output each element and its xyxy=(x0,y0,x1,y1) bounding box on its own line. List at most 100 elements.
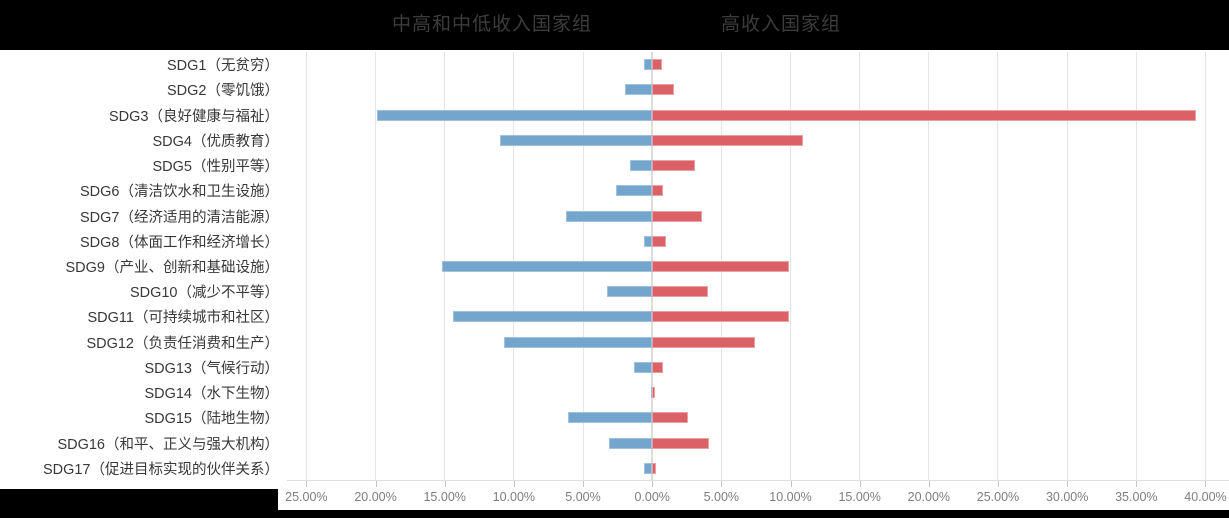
x-tick-label: 0.00% xyxy=(634,490,670,504)
left-bar-12 xyxy=(504,336,653,348)
category-label-column: SDG1（无贫穷） SDG2（零饥饿） SDG3（良好健康与福祉） SDG4（优质教育… xyxy=(0,52,283,481)
axis-tick-mark xyxy=(928,481,930,487)
axis-tick-mark xyxy=(721,481,723,487)
category-label: SDG10（减少不平等） xyxy=(129,285,279,302)
bar-row xyxy=(287,355,1229,380)
category-label: SDG6（清洁饮水和卫生设施） xyxy=(80,184,279,201)
left-bar-5 xyxy=(630,160,653,172)
category-label: SDG13（气候行动） xyxy=(144,360,279,377)
left-bar-17 xyxy=(643,462,653,474)
bar-row xyxy=(287,153,1229,178)
bar-row xyxy=(287,330,1229,355)
left-bar-11 xyxy=(452,311,653,323)
category-label: SDG11（可持续城市和社区） xyxy=(87,310,279,327)
category-label: SDG17（促进目标实现的伙伴关系） xyxy=(42,461,279,478)
left-bar-7 xyxy=(566,210,653,222)
x-tick-label: 10.00% xyxy=(492,490,536,504)
category-label: SDG2（零饥饿） xyxy=(167,83,279,100)
axis-tick-mark xyxy=(1205,481,1207,487)
axis-tick-mark xyxy=(652,481,654,487)
right-bar-13 xyxy=(652,361,664,373)
category-label: SDG15（陆地生物） xyxy=(144,411,279,428)
axis-tick-mark xyxy=(859,481,861,487)
x-tick-label: 15.00% xyxy=(838,490,881,504)
axis-tick-mark xyxy=(375,481,377,487)
category-label: SDG9（产业、创新和基础设施） xyxy=(65,259,280,276)
bar-row xyxy=(287,52,1229,77)
axis-tick-mark xyxy=(306,481,308,487)
bar-row xyxy=(287,405,1229,430)
right-bar-15 xyxy=(652,412,689,424)
bar-row xyxy=(287,431,1229,456)
gridline xyxy=(928,52,930,481)
left-bar-8 xyxy=(643,235,653,247)
bar-row xyxy=(287,456,1229,481)
bar-row xyxy=(287,178,1229,203)
right-bar-7 xyxy=(652,210,702,222)
gridline xyxy=(1204,52,1206,481)
x-tick-label: 30.00% xyxy=(1045,490,1089,504)
plot-area xyxy=(287,52,1229,481)
left-bar-6 xyxy=(616,185,653,197)
bar-row xyxy=(287,380,1229,405)
legend-right-group-label: 高收入国家组 xyxy=(721,14,842,35)
bar-row xyxy=(287,304,1229,329)
right-bar-9 xyxy=(652,260,790,272)
gridline xyxy=(790,52,791,481)
bar-row xyxy=(287,229,1229,254)
axis-tick-mark xyxy=(790,481,792,487)
right-bar-14 xyxy=(652,387,655,399)
category-label: SDG14（水下生物） xyxy=(144,386,279,403)
gridline xyxy=(859,52,861,481)
category-label: SDG7（经济适用的清洁能源） xyxy=(80,209,279,226)
right-bar-4 xyxy=(652,134,803,146)
bar-row xyxy=(287,254,1229,279)
axis-tick-mark xyxy=(1067,481,1069,487)
left-bar-10 xyxy=(606,286,653,298)
category-label: SDG16（和平、正义与强大机构） xyxy=(57,436,279,453)
right-bar-6 xyxy=(652,185,664,197)
axis-tick-mark xyxy=(997,481,999,487)
header-band: 中高和中低收入国家组 高收入国家组 xyxy=(0,0,1229,50)
legend-left-group-label: 中高和中低收入国家组 xyxy=(392,14,593,35)
x-tick-label: 15.00% xyxy=(423,490,466,504)
x-tick-label: 25.00% xyxy=(976,490,1020,504)
right-bar-11 xyxy=(652,311,790,323)
category-label: SDG5（性别平等） xyxy=(152,159,280,176)
bottom-frame-strip xyxy=(0,510,1229,518)
category-label: SDG4（优质教育） xyxy=(152,133,280,150)
category-label: SDG1（无贫穷） xyxy=(167,58,279,75)
right-bar-1 xyxy=(652,59,662,71)
right-bar-16 xyxy=(652,437,709,449)
x-tick-label: 5.00% xyxy=(565,490,601,504)
left-bar-15 xyxy=(567,412,653,424)
axis-tick-mark xyxy=(1136,481,1138,487)
bar-row xyxy=(287,279,1229,304)
left-bar-9 xyxy=(441,260,653,272)
x-axis: 25.00% 20.00% 15.00% 10.00% 5.00% 0.00% 5.00% 1… xyxy=(285,481,1229,513)
category-label: SDG12（负责任消费和生产） xyxy=(86,335,279,352)
bar-row xyxy=(287,128,1229,153)
left-bar-16 xyxy=(609,437,653,449)
x-tick-label: 5.00% xyxy=(703,490,740,504)
x-tick-label: 20.00% xyxy=(907,490,951,504)
right-bar-2 xyxy=(652,84,675,96)
right-bar-5 xyxy=(652,160,696,172)
x-tick-label: 40.00% xyxy=(1184,490,1227,504)
gridline xyxy=(375,52,377,481)
x-tick-label: 35.00% xyxy=(1115,490,1158,504)
category-label: SDG8（体面工作和经济增长） xyxy=(80,234,279,251)
gridline xyxy=(1066,52,1068,481)
right-bar-10 xyxy=(652,286,708,298)
category-label: SDG3（良好健康与福祉） xyxy=(109,108,279,125)
right-bar-8 xyxy=(652,235,666,247)
right-bar-12 xyxy=(652,336,755,348)
left-bar-1 xyxy=(643,59,653,71)
left-bar-2 xyxy=(624,84,653,96)
axis-tick-mark xyxy=(444,481,446,487)
gridline xyxy=(997,52,999,481)
left-bar-3 xyxy=(376,109,653,121)
gridline xyxy=(305,52,307,481)
right-bar-17 xyxy=(652,462,657,474)
